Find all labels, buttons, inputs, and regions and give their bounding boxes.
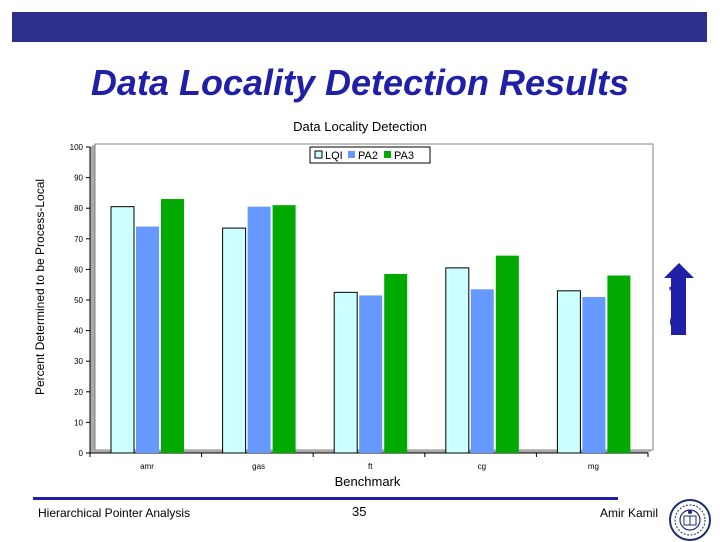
y-tick-label: 30 [74, 357, 83, 366]
x-tick-label: amr [140, 462, 154, 471]
good-label: Good [667, 285, 685, 329]
bar-pa2-gas [247, 206, 271, 453]
legend-label-pa3: PA3 [394, 150, 414, 162]
x-ticks: amr gas ft cg mg [89, 453, 649, 471]
legend-swatch-pa2 [348, 151, 355, 158]
bar-lqi-ft [333, 291, 358, 454]
bar-pa3-gas [272, 205, 296, 453]
university-seal-icon [669, 499, 711, 541]
page-number: 35 [352, 504, 367, 519]
x-tick-label: mg [588, 462, 599, 471]
good-arrow-shape [664, 263, 694, 335]
legend: LQI PA2 PA3 [309, 146, 431, 164]
x-tick-label: cg [478, 462, 486, 471]
x-axis-label: Benchmark [334, 474, 401, 489]
y-tick-label: 0 [79, 449, 84, 458]
legend-swatch-pa3 [384, 151, 391, 158]
top-banner-bar [12, 12, 707, 42]
plot-back-wall-side [90, 144, 95, 453]
y-axis-label: Percent Determined to be Process-Local [33, 178, 47, 396]
x-tick-label: gas [252, 462, 265, 471]
y-tick-label: 100 [70, 143, 84, 152]
bars [110, 199, 631, 454]
slide-title: Data Locality Detection Results [90, 62, 630, 103]
bar-pa2-ft [359, 295, 383, 453]
y-tick-label: 90 [74, 174, 83, 183]
bar-lqi-mg [556, 290, 581, 454]
bar-pa2-amr [136, 226, 159, 453]
y-tick-label: 70 [74, 235, 83, 244]
legend-box [309, 146, 431, 164]
bar-lqi-gas [222, 227, 247, 454]
bar-lqi-amr [110, 206, 135, 454]
y-tick-label: 60 [74, 265, 83, 274]
y-ticks: 0 10 20 30 40 50 60 70 80 90 100 [70, 143, 90, 458]
bar-pa2-mg [582, 296, 606, 453]
bar-pa3-cg [495, 255, 519, 453]
y-tick-label: 40 [74, 327, 83, 336]
chart-title: Data Locality Detection [293, 119, 427, 134]
footer-divider [33, 497, 618, 500]
good-arrow [664, 263, 694, 335]
x-tick-label: ft [368, 462, 373, 471]
footer-talk-title: Hierarchical Pointer Analysis [38, 506, 191, 520]
footer-author: Amir Kamil [600, 506, 659, 520]
bar-pa3-amr [161, 199, 184, 453]
bar-pa3-mg [607, 275, 631, 453]
legend-swatch-lqi [314, 150, 323, 159]
bar-pa2-cg [470, 289, 494, 453]
y-tick-label: 10 [74, 418, 83, 427]
legend-label-lqi: LQI [325, 150, 343, 162]
bar-lqi-cg [445, 267, 470, 454]
y-tick-label: 80 [74, 204, 83, 213]
y-tick-label: 20 [74, 388, 83, 397]
y-tick-label: 50 [74, 296, 83, 305]
legend-label-pa2: PA2 [358, 150, 378, 162]
bar-pa3-ft [384, 273, 408, 453]
